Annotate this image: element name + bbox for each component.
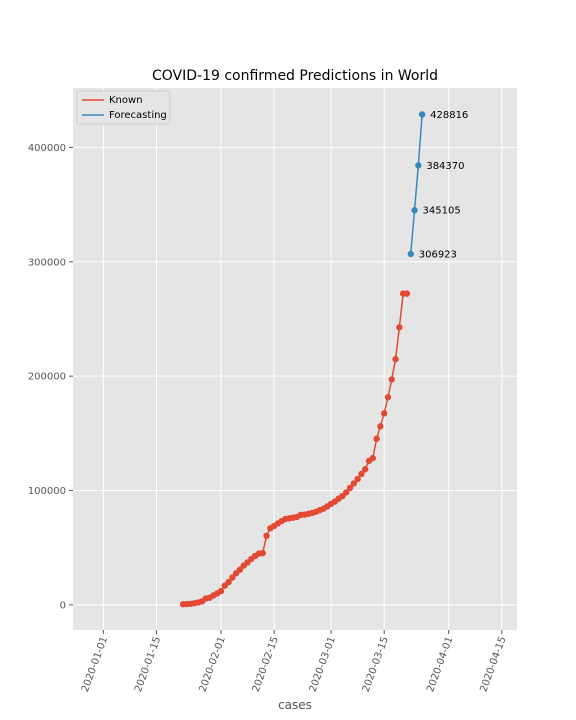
y-tick-label: 100000 bbox=[28, 486, 66, 497]
data-label-forecasting: 345105 bbox=[423, 206, 461, 217]
x-axis-label: cases bbox=[278, 698, 312, 712]
data-point-known bbox=[217, 587, 225, 595]
x-tick-label: 2020-01-01 bbox=[80, 635, 110, 693]
legend-label-known: Known bbox=[109, 95, 143, 106]
y-axis-ticks: 0 100000 200000 300000 400000 bbox=[28, 143, 73, 611]
data-point-known bbox=[380, 410, 388, 417]
data-point-known bbox=[369, 454, 376, 462]
legend: Known Forecasting bbox=[76, 90, 171, 125]
data-point-known bbox=[229, 574, 236, 581]
data-label-forecasting: 306923 bbox=[419, 249, 457, 260]
data-label-forecasting: 384370 bbox=[426, 161, 464, 172]
data-point-forecasting bbox=[418, 111, 426, 118]
data-point-forecasting bbox=[415, 162, 422, 169]
y-tick-label: 0 bbox=[60, 600, 66, 611]
data-point-known bbox=[396, 324, 403, 331]
data-point-known bbox=[236, 566, 244, 573]
x-axis-ticks: 2020-01-01 2020-01-15 2020-02-01 2020-02-15… bbox=[80, 630, 509, 694]
x-tick-label: 2020-02-01 bbox=[198, 635, 228, 693]
data-point-known bbox=[346, 484, 354, 492]
data-point-known bbox=[358, 470, 365, 478]
x-tick-label: 2020-03-01 bbox=[308, 635, 338, 693]
x-tick-label: 2020-04-15 bbox=[478, 635, 508, 693]
data-point-forecasting bbox=[411, 207, 418, 214]
data-point-known bbox=[225, 578, 232, 586]
plot-area bbox=[73, 88, 517, 630]
chart-title: COVID-19 confirmed Predictions in World bbox=[152, 68, 438, 84]
data-point-known bbox=[392, 355, 399, 363]
data-label-forecasting: 428816 bbox=[430, 110, 468, 121]
x-tick-label: 2020-04-01 bbox=[425, 635, 455, 693]
data-point-known bbox=[259, 549, 266, 557]
grid bbox=[73, 88, 517, 630]
legend-label-forecasting: Forecasting bbox=[109, 110, 167, 121]
y-tick-label: 300000 bbox=[28, 257, 66, 268]
x-tick-label: 2020-02-15 bbox=[251, 635, 281, 693]
series-layer bbox=[179, 111, 426, 608]
y-tick-label: 400000 bbox=[28, 143, 66, 154]
series-line-forecasting bbox=[409, 114, 423, 254]
x-tick-label: 2020-01-15 bbox=[133, 635, 163, 693]
data-point-forecasting bbox=[407, 250, 414, 258]
data-point-known bbox=[377, 423, 384, 430]
data-point-known bbox=[373, 435, 380, 443]
data-point-known bbox=[384, 394, 392, 401]
data-point-known bbox=[350, 480, 358, 487]
data-point-known bbox=[354, 475, 361, 483]
x-tick-label: 2020-03-15 bbox=[361, 635, 391, 693]
data-point-known bbox=[343, 489, 350, 496]
y-tick-label: 200000 bbox=[28, 372, 66, 383]
data-point-known bbox=[388, 376, 395, 383]
annotation-layer: 306923 345105 384370 428816 bbox=[419, 110, 469, 260]
data-point-known bbox=[362, 466, 369, 473]
data-point-known bbox=[403, 290, 411, 297]
data-point-known bbox=[263, 532, 270, 540]
